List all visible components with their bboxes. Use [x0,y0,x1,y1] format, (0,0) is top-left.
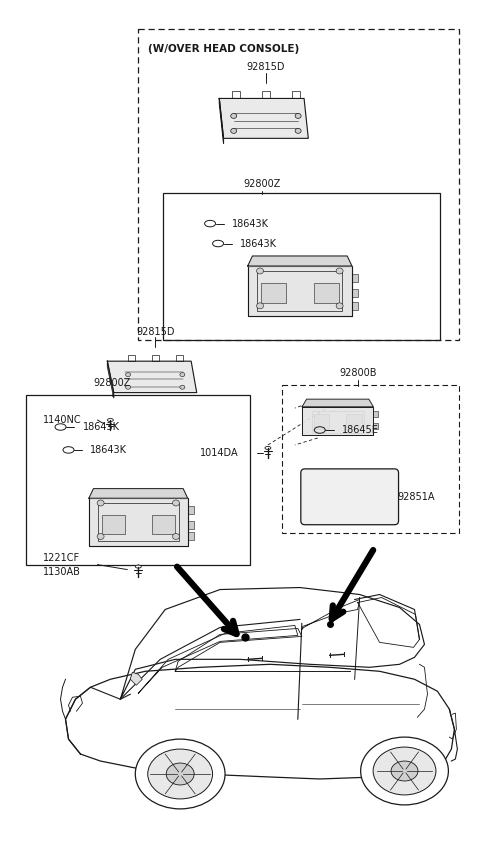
Ellipse shape [336,268,343,274]
Bar [312,410,364,433]
Bar [292,91,300,98]
Bar [314,415,329,428]
Bar [188,533,193,540]
Polygon shape [219,98,308,139]
Bar [352,302,358,310]
Bar [101,515,125,534]
Polygon shape [130,672,142,685]
Bar [314,283,339,304]
Bar [257,271,342,311]
Text: 18643K: 18643K [83,422,120,432]
Bar [261,283,286,304]
Bar [163,192,441,340]
Ellipse shape [97,500,104,506]
Text: 18645E: 18645E [342,425,379,435]
Bar [152,515,175,534]
Polygon shape [302,399,373,407]
Bar [346,415,362,428]
Ellipse shape [166,763,194,785]
Ellipse shape [295,128,301,133]
Text: 18643K: 18643K [240,239,277,249]
Text: 92800B: 92800B [339,369,376,378]
Polygon shape [89,498,188,546]
Text: 18643K: 18643K [232,219,269,228]
Bar [98,503,179,541]
Text: 92815D: 92815D [136,327,175,337]
Ellipse shape [336,303,343,309]
Polygon shape [108,361,114,398]
Ellipse shape [126,373,131,377]
Ellipse shape [256,303,264,309]
Ellipse shape [265,446,271,450]
Ellipse shape [373,747,436,795]
Text: 92800Z: 92800Z [94,378,131,388]
Polygon shape [248,266,352,315]
Bar [373,411,378,417]
Bar [152,355,159,361]
Ellipse shape [180,373,185,377]
Ellipse shape [126,386,131,389]
Ellipse shape [108,419,113,422]
Ellipse shape [360,737,448,805]
Ellipse shape [148,749,213,799]
Text: 92851A: 92851A [397,492,435,502]
Polygon shape [219,98,224,144]
Bar [373,422,378,428]
Text: 92815D: 92815D [247,62,285,72]
Ellipse shape [256,268,264,274]
Bar [352,289,358,298]
Text: 1221CF: 1221CF [43,552,80,563]
Polygon shape [65,664,455,779]
Bar [128,355,135,361]
FancyBboxPatch shape [301,469,398,525]
Ellipse shape [135,565,141,568]
Bar [188,506,193,514]
Text: 18643K: 18643K [90,445,127,455]
Ellipse shape [391,761,418,781]
Bar [188,521,193,528]
Ellipse shape [180,386,185,389]
Bar [262,91,270,98]
Ellipse shape [295,114,301,118]
Ellipse shape [97,534,104,540]
Text: 92800Z: 92800Z [243,179,281,189]
Ellipse shape [135,739,225,809]
Text: 1140NC: 1140NC [43,415,81,425]
Ellipse shape [172,500,180,506]
Polygon shape [248,256,352,266]
Bar [352,274,358,282]
Ellipse shape [231,114,237,118]
Bar [176,355,183,361]
Text: 1130AB: 1130AB [43,567,81,576]
Ellipse shape [172,534,180,540]
Text: 1014DA: 1014DA [200,448,239,458]
Polygon shape [302,407,373,435]
Ellipse shape [231,128,237,133]
Polygon shape [89,488,188,498]
Text: (W/OVER HEAD CONSOLE): (W/OVER HEAD CONSOLE) [148,44,300,54]
Bar [282,385,459,533]
Bar [25,395,250,564]
Polygon shape [108,361,197,392]
Bar [138,29,459,340]
Polygon shape [120,587,424,699]
Bar [232,91,240,98]
